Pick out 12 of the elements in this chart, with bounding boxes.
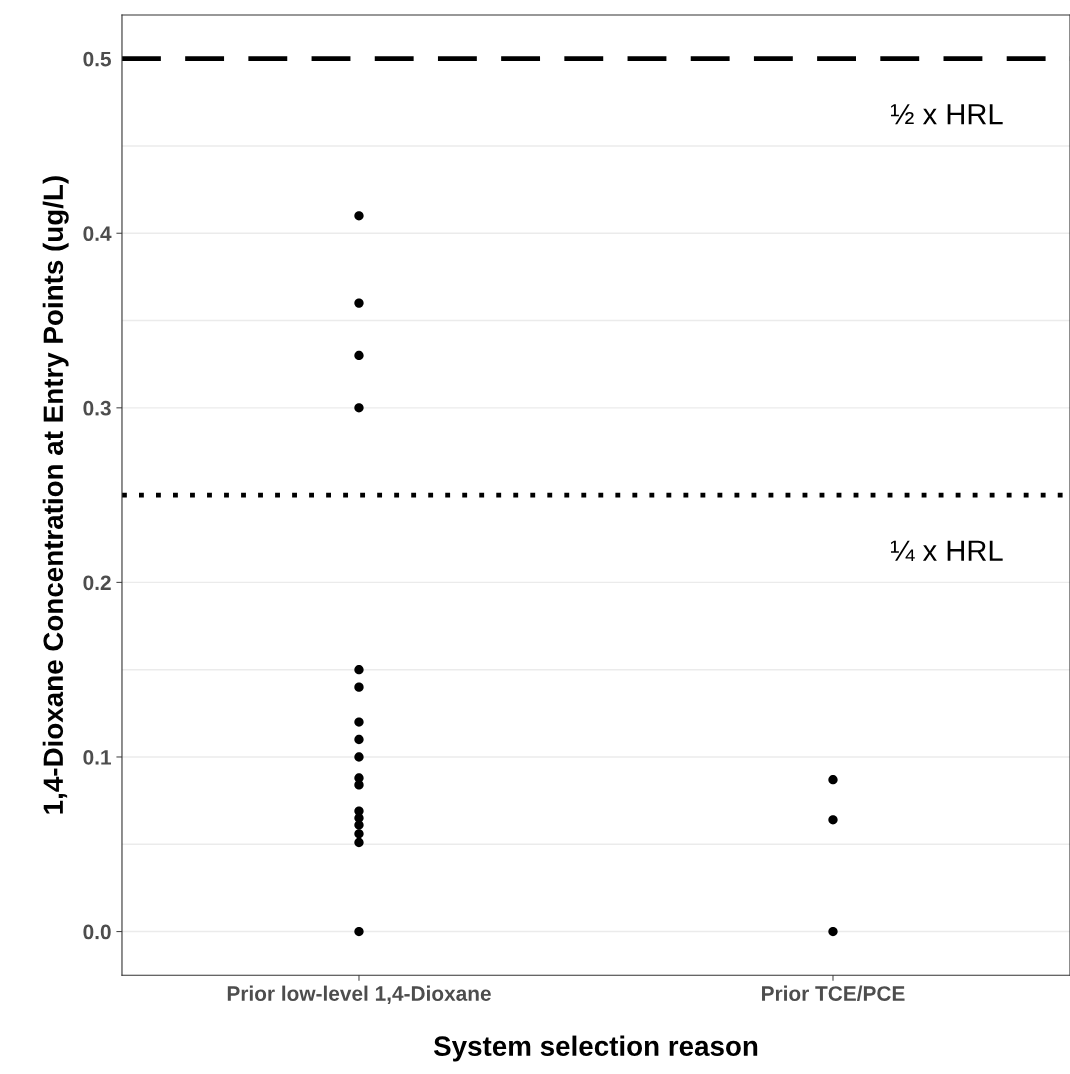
y-tick-label: 0.1 [83, 749, 111, 765]
ref-line-label: ½ x HRL [890, 104, 1003, 125]
x-tick-label: Prior TCE/PCE [762, 985, 905, 1002]
y-tick-label: 0.5 [83, 51, 111, 67]
x-axis-title: System selection reason [433, 1035, 758, 1062]
ref-line-label: ¼ x HRL [890, 540, 1003, 562]
x-tick-label: Prior low-level 1,4-Dioxane [227, 985, 491, 1004]
y-tick-label: 0.0 [83, 924, 111, 940]
y-tick-label: 0.3 [83, 400, 111, 416]
y-tick-label: 0.2 [83, 575, 111, 591]
y-axis-title: 1,4-Dioxane Concentration at Entry Points (ug/L) [42, 176, 69, 814]
y-tick-label: 0.4 [83, 226, 112, 242]
